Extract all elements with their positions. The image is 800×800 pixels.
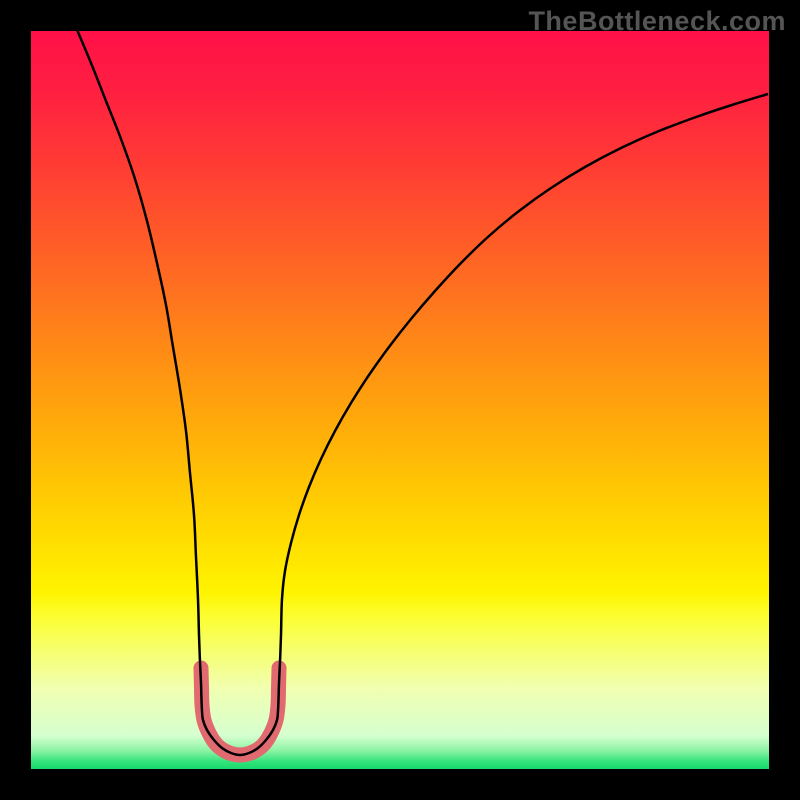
bottleneck-chart [0, 0, 800, 800]
watermark-label: TheBottleneck.com [528, 6, 786, 37]
chart-frame: TheBottleneck.com [0, 0, 800, 800]
gradient-background [31, 31, 769, 769]
